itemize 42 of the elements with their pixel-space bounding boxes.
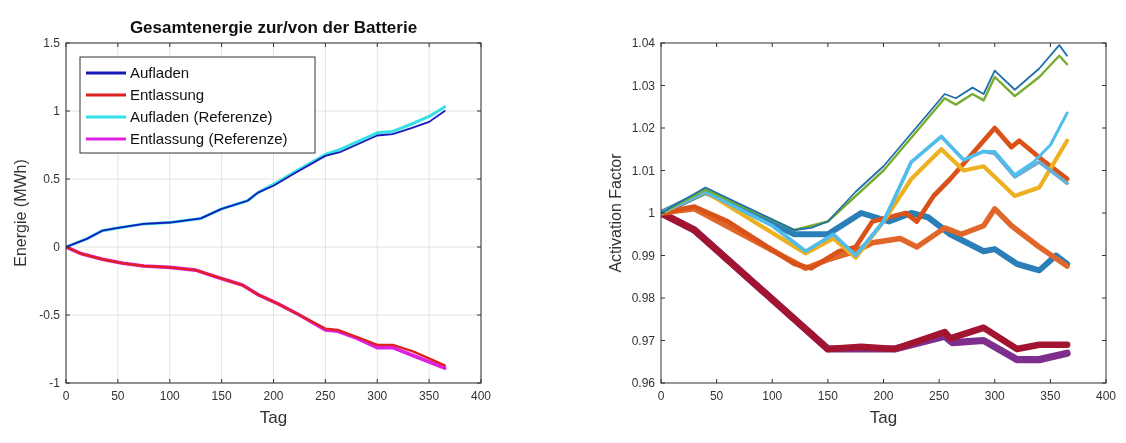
x-tick-label: 300 — [984, 389, 1006, 403]
x-tick-label: 0 — [657, 389, 665, 403]
x-tick-label: 150 — [211, 389, 232, 403]
y-tick-label: 1.01 — [631, 163, 656, 178]
x-tick-label: 50 — [709, 389, 724, 403]
legend-label: Aufladen — [130, 64, 190, 82]
legend-label: Entlassung (Referenze) — [130, 130, 288, 148]
x-tick-label: 350 — [419, 389, 440, 403]
x-tick-label: 400 — [1095, 389, 1117, 403]
x-tick-label: 300 — [367, 389, 388, 403]
y-tick-label: 1.5 — [43, 36, 61, 51]
y-tick-label: 0.99 — [631, 248, 656, 263]
x-axis-title: Tag — [259, 408, 288, 427]
y-axis-title: Activation Factor — [607, 152, 624, 273]
y-tick-label: 0.97 — [631, 333, 656, 348]
y-tick-label: 1.02 — [631, 121, 656, 136]
y-tick-label: 0.96 — [631, 376, 656, 391]
x-tick-label: 400 — [470, 389, 492, 403]
legend-label: Aufladen (Referenze) — [130, 108, 273, 126]
x-axis-title: Tag — [869, 408, 898, 427]
x-tick-label: 100 — [159, 389, 181, 403]
y-tick-label: 0 — [53, 240, 61, 255]
x-tick-label: 200 — [873, 389, 894, 403]
y-axis-title: Energie (MWh) — [12, 159, 29, 267]
x-tick-label: 0 — [62, 389, 70, 403]
y-tick-label: 1 — [648, 206, 656, 221]
y-tick-label: -1 — [49, 376, 61, 391]
x-tick-label: 200 — [263, 389, 284, 403]
x-tick-label: 100 — [762, 389, 783, 403]
chart-title: Gesamtenergie zur/von der Batterie — [129, 18, 418, 37]
legend-label: Entlassung — [130, 86, 205, 104]
x-tick-label: 150 — [817, 389, 839, 403]
x-tick-label: 350 — [1040, 389, 1061, 403]
y-tick-label: 1.04 — [631, 36, 656, 51]
x-tick-label: 250 — [929, 389, 950, 403]
y-tick-label: 1.03 — [631, 78, 656, 93]
y-tick-label: 1 — [53, 104, 61, 119]
x-tick-label: 250 — [315, 389, 336, 403]
y-tick-label: 0.5 — [43, 172, 61, 187]
y-tick-label: 0.98 — [631, 291, 656, 306]
y-tick-label: -0.5 — [39, 308, 61, 323]
x-tick-label: 50 — [111, 389, 125, 403]
